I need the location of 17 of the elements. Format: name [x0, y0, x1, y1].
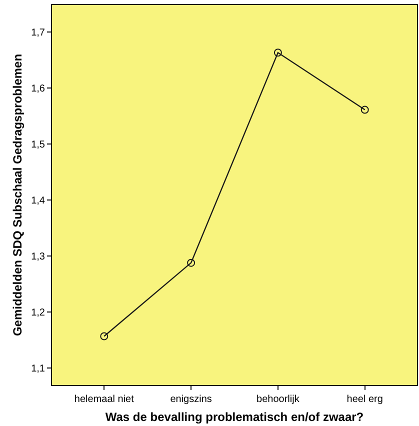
- y-tick-label: 1,6: [31, 83, 46, 94]
- point: [360, 106, 369, 114]
- x-tick-label: heel erg: [346, 394, 383, 405]
- x-tick-label: helemaal niet: [74, 394, 134, 405]
- y-tick-label: 1,7: [31, 27, 46, 38]
- point: [100, 332, 108, 340]
- point: [187, 258, 196, 267]
- y-tick-label: 1,1: [31, 364, 46, 375]
- x-tick-label: behoorlijk: [256, 394, 300, 405]
- y-axis-title: Gemiddelden SDQ Subschaal Gedragsproblemen: [10, 54, 24, 336]
- point: [274, 48, 282, 57]
- x-tick-label: enigszins: [170, 394, 212, 405]
- y-tick-label: 1,3: [31, 252, 46, 263]
- y-tick-label: 1,5: [31, 140, 46, 150]
- x-axis-title: Was de bevalling problematisch en/of zwaar?: [105, 410, 364, 424]
- y-tick-label: 1,4: [31, 196, 46, 207]
- y-tick-label: 1,2: [31, 308, 46, 319]
